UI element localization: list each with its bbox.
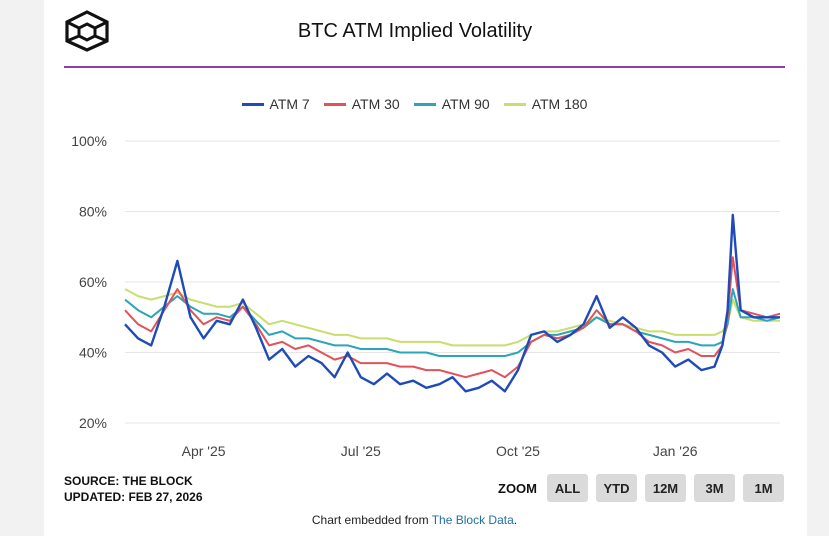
series-line-atm7 xyxy=(124,213,780,393)
legend-label-atm30: ATM 30 xyxy=(351,96,400,112)
legend-swatch-atm180 xyxy=(503,102,526,106)
the-block-logo[interactable] xyxy=(64,10,110,52)
series-line-atm30 xyxy=(124,256,781,379)
x-tick-label: Jul '25 xyxy=(341,443,381,459)
series-line-atm180 xyxy=(124,288,780,347)
legend-item-atm30[interactable]: ATM 30 xyxy=(323,96,400,112)
chart-title: BTC ATM Implied Volatility xyxy=(297,20,533,42)
updated-line: UPDATED: FEB 27, 2026 xyxy=(64,490,203,504)
embed-suffix: . xyxy=(513,513,518,527)
y-tick-label: 20% xyxy=(79,415,107,431)
chart-card xyxy=(44,0,807,536)
zoom-label: ZOOM xyxy=(498,480,537,496)
x-tick-label: Oct '25 xyxy=(496,443,540,459)
zoom-controls: ZOOM ALL YTD 12M 3M 1M xyxy=(498,474,784,502)
the-block-data-link[interactable]: The Block Data xyxy=(431,513,514,527)
zoom-ytd-button[interactable]: YTD xyxy=(596,474,637,502)
zoom-1m-button[interactable]: 1M xyxy=(743,474,784,502)
legend-label-atm90: ATM 90 xyxy=(441,96,490,112)
zoom-12m-button[interactable]: 12M xyxy=(645,474,686,502)
y-tick-label: 100% xyxy=(71,133,107,149)
legend-item-atm7[interactable]: ATM 7 xyxy=(241,96,310,112)
embed-note: Chart embedded from The Block Data. xyxy=(0,513,829,527)
source-info: SOURCE: THE BLOCK UPDATED: FEB 27, 2026 xyxy=(64,473,203,505)
zoom-3m-button[interactable]: 3M xyxy=(694,474,735,502)
legend-label-atm7: ATM 7 xyxy=(269,96,310,112)
line-chart: 20% 40% 60% 80% 100% Apr '25 Jul '25 Oct '25 Jan… xyxy=(71,133,781,459)
embed-prefix: Chart embedded from xyxy=(311,513,432,527)
x-tick-label: Apr '25 xyxy=(182,443,226,459)
legend-label-atm180: ATM 180 xyxy=(531,96,588,112)
zoom-all-button[interactable]: ALL xyxy=(547,474,588,502)
y-tick-label: 60% xyxy=(79,274,107,290)
x-tick-label: Jan '26 xyxy=(653,443,698,459)
source-line: SOURCE: THE BLOCK xyxy=(64,474,193,488)
y-tick-label: 40% xyxy=(79,345,107,361)
legend-swatch-atm7 xyxy=(241,102,264,106)
legend-item-atm180[interactable]: ATM 180 xyxy=(503,96,588,112)
legend-swatch-atm90 xyxy=(413,102,436,106)
legend-item-atm90[interactable]: ATM 90 xyxy=(413,96,490,112)
legend-swatch-atm30 xyxy=(323,102,346,106)
chart-legend: ATM 7 ATM 30 ATM 90 ATM 180 xyxy=(0,96,829,112)
y-tick-label: 80% xyxy=(79,204,107,220)
title-divider xyxy=(64,66,785,68)
